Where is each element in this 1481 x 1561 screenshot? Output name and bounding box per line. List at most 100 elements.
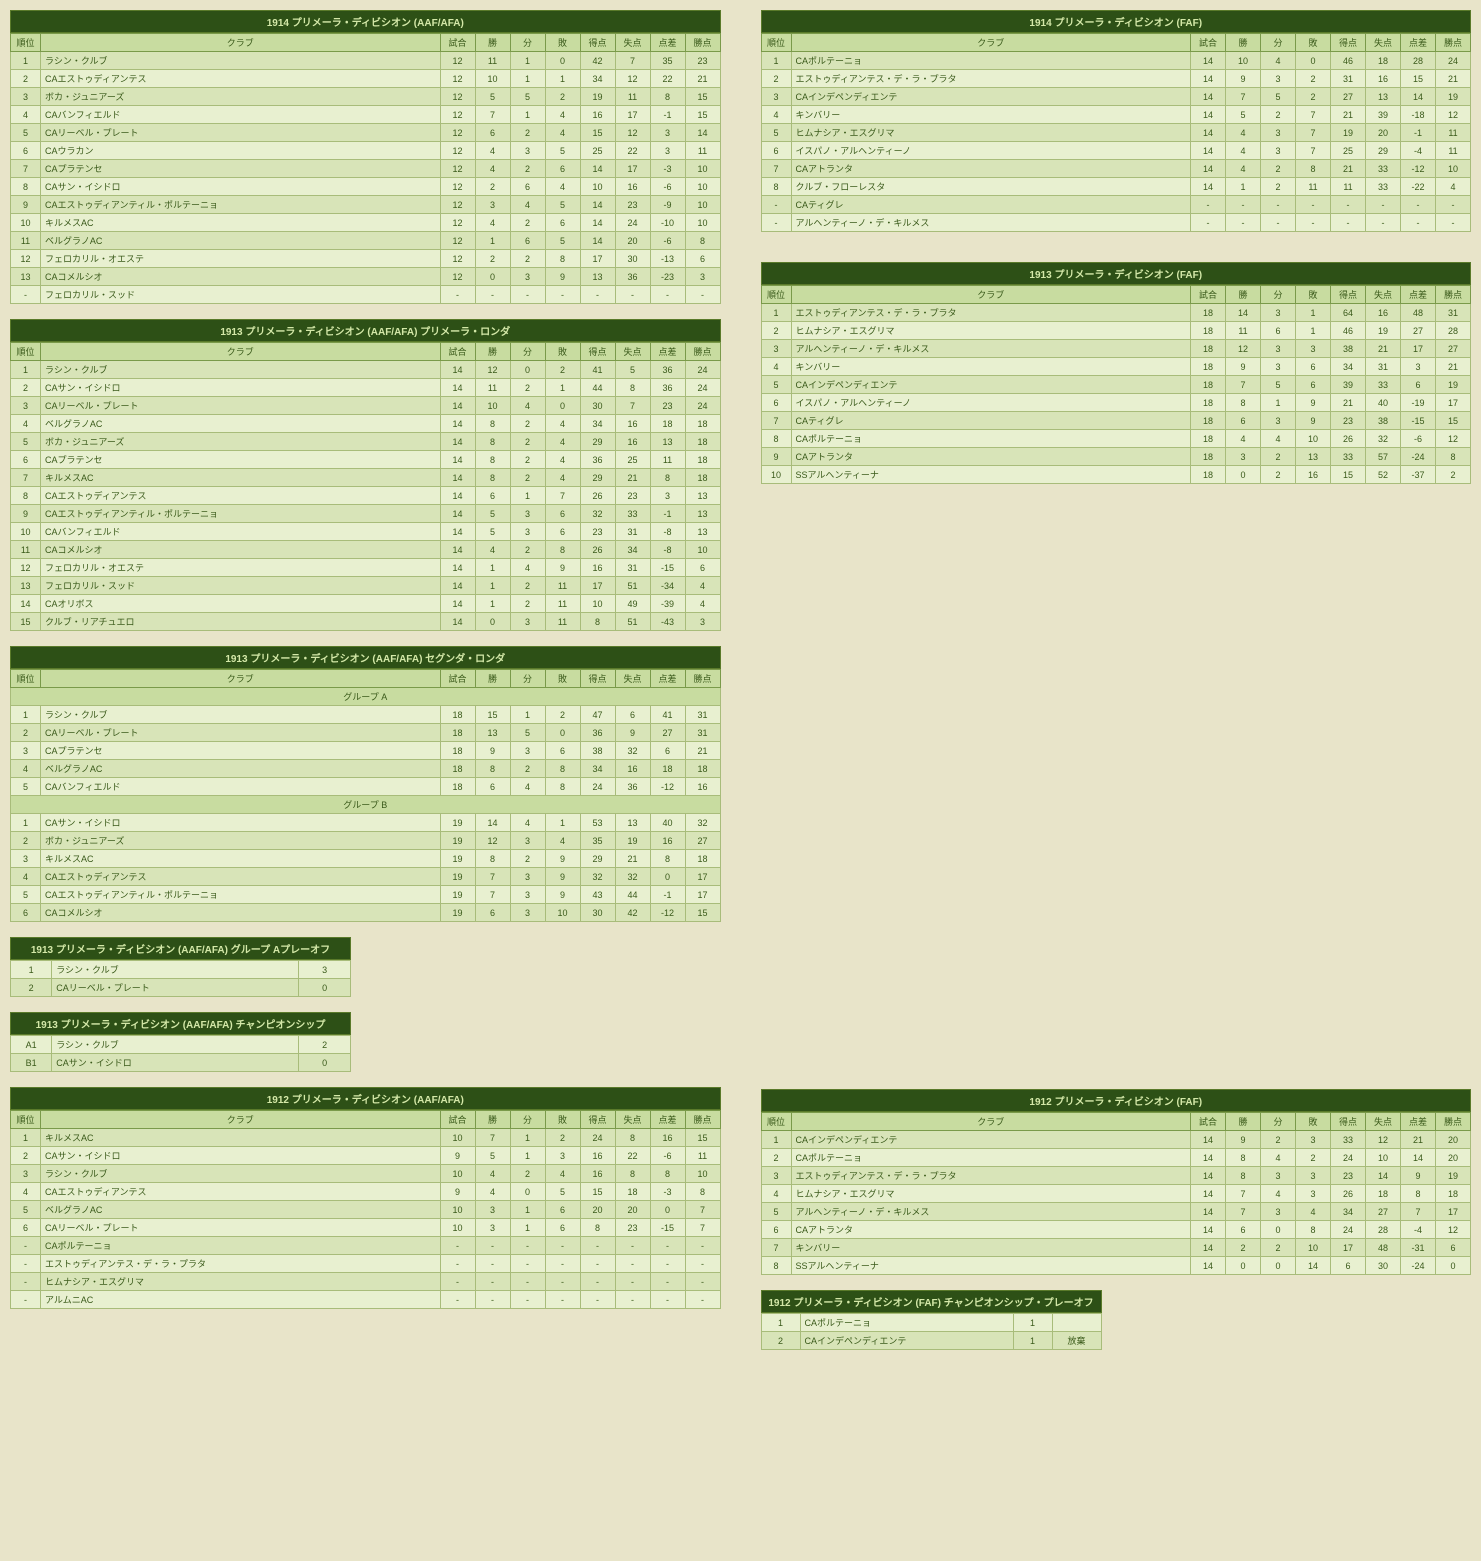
table-row: 1CAポルテーニョ14104046182824 [761, 52, 1471, 70]
table-row: 3CAプラテンセ189363832621 [11, 742, 721, 760]
table-row: 3エストゥディアンテス・デ・ラ・プラタ148332314919 [761, 1167, 1471, 1185]
table-row: 4CAエストゥディアンテス94051518-38 [11, 1183, 721, 1201]
table-row: B1CAサン・イシドロ0 [11, 1054, 351, 1072]
table-row: 1エストゥディアンテス・デ・ラ・プラタ18143164164831 [761, 304, 1471, 322]
table-row: 1ラシン・クルブ3 [11, 961, 351, 979]
table-row: 2エストゥディアンテス・デ・ラ・プラタ1493231161521 [761, 70, 1471, 88]
table-row: 13CAコメルシオ120391336-233 [11, 268, 721, 286]
table-row: 7CAアトランタ144282133-1210 [761, 160, 1471, 178]
table-row: 11ベルグラノAC121651420-68 [11, 232, 721, 250]
table-row: 5CAリーベル・プレート126241512314 [11, 124, 721, 142]
table-row: -ヒムナシア・エスグリマ-------- [11, 1273, 721, 1291]
table-title: 1913 プリメーラ・ディビシオン (AAF/AFA) グループ Aプレーオフ [10, 937, 351, 960]
table-title: 1913 プリメーラ・ディビシオン (AAF/AFA) セグンダ・ロンダ [10, 646, 721, 669]
table-row: 6イスパノ・アルヘンティーノ144372529-411 [761, 142, 1471, 160]
table-row: 4CAエストゥディアンテス197393232017 [11, 868, 721, 886]
table-row: 1CAポルテーニョ1 [761, 1314, 1101, 1332]
table-row: 4ベルグラノAC1882834161818 [11, 760, 721, 778]
table-row: 2CAリーベル・プレート0 [11, 979, 351, 997]
table-row: 1ラシン・クルブ1815124764131 [11, 706, 721, 724]
table-row: 8クルブ・フローレスタ1412111133-224 [761, 178, 1471, 196]
table-row: 2CAサン・イシドロ95131622-611 [11, 1147, 721, 1165]
table-row: 12フェロカリル・オエステ141491631-156 [11, 559, 721, 577]
table-row: 1CAサン・イシドロ19144153134032 [11, 814, 721, 832]
table-row: 5ボカ・ジュニアーズ1482429161318 [11, 433, 721, 451]
table-row: 6イスパノ・アルヘンティーノ188192140-1917 [761, 394, 1471, 412]
table-row: 5CAエストゥディアンティル・ポルテーニョ197394344-117 [11, 886, 721, 904]
table-row: 1ラシン・クルブ1211104273523 [11, 52, 721, 70]
mini-table: 1912 プリメーラ・ディビシオン (FAF) チャンピオンシップ・プレーオフ1… [761, 1290, 1102, 1350]
table-row: 7CAティグレ186392338-1515 [761, 412, 1471, 430]
table-title: 1912 プリメーラ・ディビシオン (FAF) チャンピオンシップ・プレーオフ [761, 1290, 1102, 1313]
table-row: 3ラシン・クルブ10424168810 [11, 1165, 721, 1183]
table-row: 2CAリーベル・プレート1813503692731 [11, 724, 721, 742]
table-row: -CAティグレ-------- [761, 196, 1471, 214]
table-title: 1913 プリメーラ・ディビシオン (FAF) [761, 262, 1472, 285]
table-row: 2CAインデペンディエンテ1放棄 [761, 1332, 1101, 1350]
table-row: 8CAサン・イシドロ122641016-610 [11, 178, 721, 196]
table-row: -アルムニAC-------- [11, 1291, 721, 1309]
table-row: -アルヘンティーノ・デ・キルメス-------- [761, 214, 1471, 232]
table-row: 4ヒムナシア・エスグリマ147432618818 [761, 1185, 1471, 1203]
table-row: 3ボカ・ジュニアーズ125521911815 [11, 88, 721, 106]
table-row: 2CAポルテーニョ1484224101420 [761, 1149, 1471, 1167]
table-row: 5ベルグラノAC10316202007 [11, 1201, 721, 1219]
table-row: 1CAインデペンディエンテ1492333122120 [761, 1131, 1471, 1149]
table-row: 8CAエストゥディアンテス146172623313 [11, 487, 721, 505]
table-title: 1913 プリメーラ・ディビシオン (AAF/AFA) プリメーラ・ロンダ [10, 319, 721, 342]
league-table: 1914 プリメーラ・ディビシオン (FAF)順位クラブ試合勝分敗得点失点点差勝… [761, 10, 1472, 232]
table-row: 7キルメスAC148242921818 [11, 469, 721, 487]
table-row: 7キンバリー1422101748-316 [761, 1239, 1471, 1257]
table-row: 6CAコメルシオ1963103042-1215 [11, 904, 721, 922]
table-row: 3CAリーベル・プレート1410403072324 [11, 397, 721, 415]
table-title: 1913 プリメーラ・ディビシオン (AAF/AFA) チャンピオンシップ [10, 1012, 351, 1035]
table-title: 1912 プリメーラ・ディビシオン (AAF/AFA) [10, 1087, 721, 1110]
table-row: 3CAインデペンディエンテ1475227131419 [761, 88, 1471, 106]
league-table: 1912 プリメーラ・ディビシオン (AAF/AFA)順位クラブ試合勝分敗得点失… [10, 1087, 721, 1309]
table-row: 9CAエストゥディアンティル・ポルテーニョ145363233-113 [11, 505, 721, 523]
table-row: 2ヒムナシア・エスグリマ18116146192728 [761, 322, 1471, 340]
mini-table: 1913 プリメーラ・ディビシオン (AAF/AFA) チャンピオンシップA1ラ… [10, 1012, 351, 1072]
table-row: 12フェロカリル・オエステ122281730-136 [11, 250, 721, 268]
table-row: 5CAインデペンディエンテ187563933619 [761, 376, 1471, 394]
table-row: 3アルヘンティーノ・デ・キルメス18123338211727 [761, 340, 1471, 358]
table-row: A1ラシン・クルブ2 [11, 1036, 351, 1054]
table-row: 5アルヘンティーノ・デ・キルメス147343427717 [761, 1203, 1471, 1221]
table-row: 11CAコメルシオ144282634-810 [11, 541, 721, 559]
right-column: 1914 プリメーラ・ディビシオン (FAF)順位クラブ試合勝分敗得点失点点差勝… [761, 10, 1472, 1350]
table-row: 3キルメスAC198292921818 [11, 850, 721, 868]
table-row: 1キルメスAC107122481615 [11, 1129, 721, 1147]
table-row: 6CAプラテンセ1482436251118 [11, 451, 721, 469]
table-row: 14CAオリボス1412111049-394 [11, 595, 721, 613]
table-row: 5ヒムナシア・エスグリマ144371920-111 [761, 124, 1471, 142]
table-row: 2CAサン・イシドロ1411214483624 [11, 379, 721, 397]
league-table: 1913 プリメーラ・ディビシオン (AAF/AFA) プリメーラ・ロンダ順位ク… [10, 319, 721, 631]
table-row: 10CAバンフィエルド145362331-813 [11, 523, 721, 541]
table-row: 2ボカ・ジュニアーズ19123435191627 [11, 832, 721, 850]
table-row: 10SSアルヘンティーナ1802161552-372 [761, 466, 1471, 484]
table-row: 4キンバリー145272139-1812 [761, 106, 1471, 124]
table-row: 6CAウラカン124352522311 [11, 142, 721, 160]
table-row: 4キンバリー189363431321 [761, 358, 1471, 376]
table-row: -CAポルテーニョ-------- [11, 1237, 721, 1255]
table-row: 4CAバンフィエルド127141617-115 [11, 106, 721, 124]
table-row: 4ベルグラノAC1482434161818 [11, 415, 721, 433]
table-title: 1912 プリメーラ・ディビシオン (FAF) [761, 1089, 1472, 1112]
table-row: 9CAエストゥディアンティル・ポルテーニョ123451423-910 [11, 196, 721, 214]
table-row: 13フェロカリル・スッド1412111751-344 [11, 577, 721, 595]
league-table: 1914 プリメーラ・ディビシオン (AAF/AFA)順位クラブ試合勝分敗得点失… [10, 10, 721, 304]
table-row: 7CAプラテンセ124261417-310 [11, 160, 721, 178]
table-row: 8SSアルヘンティーナ140014630-240 [761, 1257, 1471, 1275]
table-row: 2CAエストゥディアンテス12101134122221 [11, 70, 721, 88]
table-row: -エストゥディアンテス・デ・ラ・プラタ-------- [11, 1255, 721, 1273]
league-table: 1913 プリメーラ・ディビシオン (AAF/AFA) セグンダ・ロンダ順位クラ… [10, 646, 721, 922]
table-row: 8CAポルテーニョ1844102632-612 [761, 430, 1471, 448]
table-row: 6CAリーベル・プレート10316823-157 [11, 1219, 721, 1237]
league-table: 1912 プリメーラ・ディビシオン (FAF)順位クラブ試合勝分敗得点失点点差勝… [761, 1089, 1472, 1275]
table-row: 6CAアトランタ146082428-412 [761, 1221, 1471, 1239]
table-row: 9CAアトランタ1832133357-248 [761, 448, 1471, 466]
table-row: 5CAバンフィエルド186482436-1216 [11, 778, 721, 796]
table-row: 1ラシン・クルブ1412024153624 [11, 361, 721, 379]
mini-table: 1913 プリメーラ・ディビシオン (AAF/AFA) グループ Aプレーオフ1… [10, 937, 351, 997]
table-row: -フェロカリル・スッド-------- [11, 286, 721, 304]
